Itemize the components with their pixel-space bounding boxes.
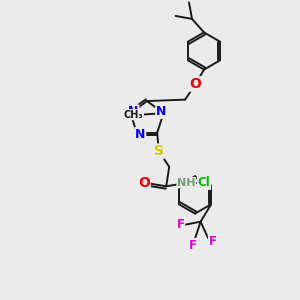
Text: N: N — [128, 105, 139, 118]
Text: F: F — [176, 218, 184, 231]
Text: N: N — [156, 105, 166, 118]
Text: Cl: Cl — [198, 176, 211, 189]
Text: S: S — [154, 144, 164, 158]
Text: F: F — [208, 235, 217, 248]
Text: CH₃: CH₃ — [124, 110, 143, 120]
Text: O: O — [190, 77, 202, 91]
Text: N: N — [135, 128, 146, 141]
Text: O: O — [138, 176, 150, 190]
Text: F: F — [189, 238, 197, 252]
Text: NH: NH — [177, 178, 196, 188]
